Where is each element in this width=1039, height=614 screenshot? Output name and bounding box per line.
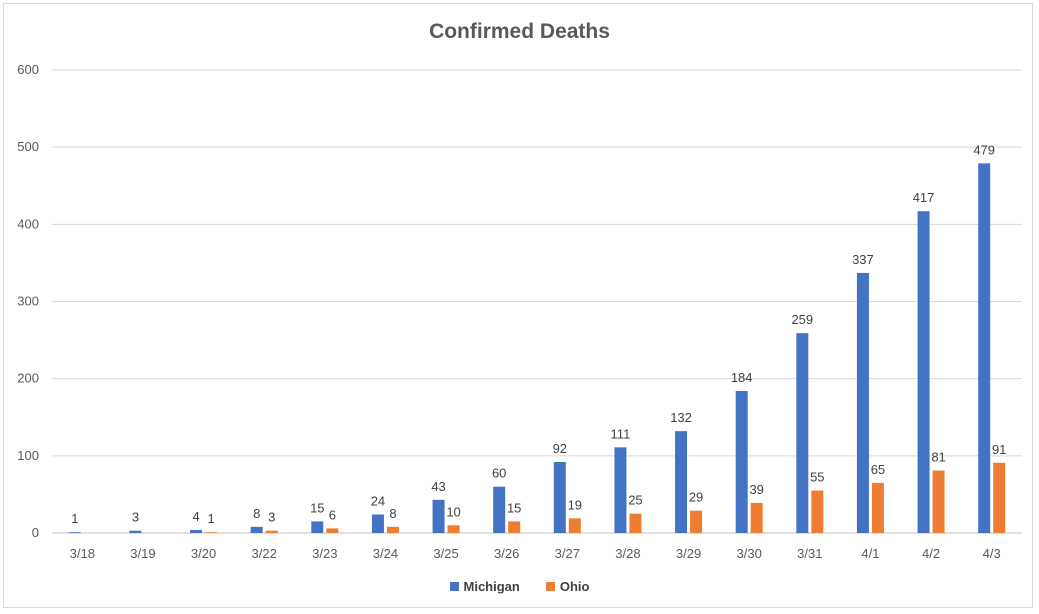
- bar-ohio: [205, 532, 218, 534]
- legend-swatch-michigan: [449, 582, 459, 591]
- bar-michigan: [735, 391, 748, 533]
- bar-michigan: [190, 529, 203, 533]
- x-tick-label: 3/18: [70, 546, 95, 561]
- data-label-michigan: 3: [132, 510, 139, 525]
- data-label-ohio: 91: [992, 442, 1006, 457]
- bar-michigan: [129, 530, 142, 533]
- data-label-michigan: 479: [973, 142, 995, 157]
- data-label-ohio: 25: [628, 493, 642, 508]
- legend: Michigan Ohio: [0, 579, 1039, 594]
- data-label-michigan: 60: [492, 466, 506, 481]
- legend-swatch-ohio: [545, 582, 555, 591]
- bar-ohio: [932, 470, 945, 533]
- y-tick-label: 500: [17, 139, 39, 154]
- legend-label-ohio: Ohio: [559, 579, 590, 594]
- y-tick-label: 300: [17, 294, 39, 309]
- bar-ohio: [568, 518, 581, 533]
- data-label-michigan: 337: [852, 252, 874, 267]
- bar-ohio: [629, 513, 642, 533]
- data-label-ohio: 3: [268, 510, 275, 525]
- bar-ohio: [265, 530, 278, 533]
- data-label-michigan: 111: [611, 426, 631, 441]
- bar-ohio: [690, 510, 703, 533]
- data-label-michigan: 8: [253, 506, 260, 521]
- data-label-michigan: 259: [791, 312, 813, 327]
- data-label-ohio: 55: [810, 470, 824, 485]
- x-tick-label: 3/20: [191, 546, 216, 561]
- legend-label-michigan: Michigan: [463, 579, 520, 594]
- x-tick-label: 4/1: [861, 546, 879, 561]
- x-tick-label: 4/3: [983, 546, 1001, 561]
- x-tick-label: 3/29: [676, 546, 701, 561]
- bar-michigan: [68, 532, 81, 534]
- data-label-michigan: 1: [71, 511, 78, 526]
- chart-title: Confirmed Deaths: [429, 20, 610, 43]
- bar-ohio: [750, 502, 763, 533]
- data-label-ohio: 8: [389, 506, 396, 521]
- bar-michigan: [553, 462, 566, 533]
- data-label-michigan: 92: [553, 441, 567, 456]
- data-label-ohio: 10: [446, 504, 460, 519]
- bar-michigan: [311, 521, 324, 533]
- x-tick-label: 3/19: [130, 546, 155, 561]
- bar-michigan: [917, 211, 930, 533]
- data-label-ohio: 15: [507, 500, 521, 515]
- bar-ohio: [508, 521, 521, 533]
- data-label-ohio: 19: [568, 497, 582, 512]
- x-tick-label: 3/27: [555, 546, 580, 561]
- y-tick-label: 400: [17, 216, 39, 231]
- bar-michigan: [978, 163, 991, 533]
- bar-ohio: [871, 482, 884, 533]
- x-tick-label: 3/26: [494, 546, 519, 561]
- bar-michigan: [250, 526, 263, 533]
- x-tick-label: 3/30: [737, 546, 762, 561]
- y-tick-label: 0: [32, 525, 39, 540]
- legend-item-michigan: Michigan: [449, 579, 520, 594]
- data-label-michigan: 132: [670, 410, 692, 425]
- x-tick-label: 3/23: [312, 546, 337, 561]
- bar-ohio: [326, 528, 339, 533]
- data-label-michigan: 15: [310, 500, 324, 515]
- data-label-michigan: 184: [731, 370, 753, 385]
- y-tick-label: 200: [17, 371, 39, 386]
- x-tick-label: 3/22: [252, 546, 277, 561]
- data-label-ohio: 29: [689, 490, 703, 505]
- bar-michigan: [432, 499, 445, 533]
- x-tick-label: 3/31: [797, 546, 822, 561]
- bar-ohio: [811, 490, 824, 533]
- data-label-ohio: 6: [329, 507, 336, 522]
- data-label-michigan: 4: [192, 509, 199, 524]
- bar-ohio: [993, 462, 1006, 533]
- bar-ohio: [447, 525, 460, 533]
- bar-ohio: [386, 526, 399, 533]
- data-label-ohio: 1: [207, 511, 214, 526]
- data-label-michigan: 24: [371, 493, 385, 508]
- data-label-ohio: 81: [931, 449, 945, 464]
- data-label-ohio: 65: [871, 462, 885, 477]
- bar-michigan: [371, 514, 384, 533]
- bar-michigan: [614, 447, 627, 533]
- x-tick-label: 4/2: [922, 546, 940, 561]
- x-tick-label: 3/24: [373, 546, 398, 561]
- x-tick-label: 3/25: [433, 546, 458, 561]
- x-tick-label: 3/28: [615, 546, 640, 561]
- y-tick-label: 600: [17, 62, 39, 77]
- legend-item-ohio: Ohio: [545, 579, 590, 594]
- bar-michigan: [796, 333, 809, 533]
- bar-michigan: [856, 272, 869, 533]
- bar-michigan: [675, 431, 688, 533]
- data-label-ohio: 39: [749, 482, 763, 497]
- y-tick-label: 100: [17, 448, 39, 463]
- bar-michigan: [493, 486, 506, 533]
- data-label-michigan: 417: [913, 190, 935, 205]
- data-label-michigan: 43: [431, 479, 445, 494]
